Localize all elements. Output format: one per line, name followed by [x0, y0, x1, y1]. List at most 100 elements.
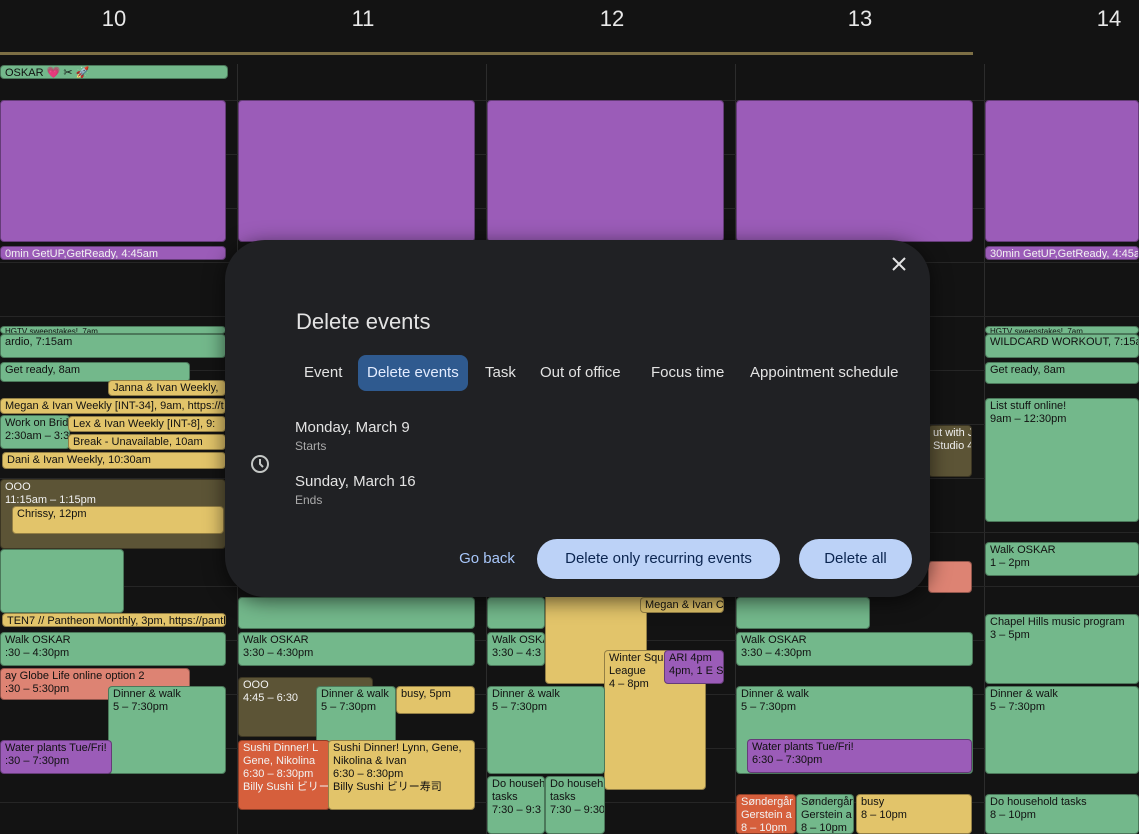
event[interactable]: Walk OSKAR:30 – 4:30pm	[0, 632, 226, 666]
event-detail: 8 – 10pm	[861, 809, 907, 821]
event[interactable]: Walk OSKAR 1 – 2pm	[985, 542, 1139, 576]
tab[interactable]: Event	[304, 364, 343, 381]
event[interactable]: busy, 5pm	[396, 686, 475, 714]
event-detail: 6:30 – 8:30pm	[333, 768, 404, 780]
event-detail: 8 – 10pm	[741, 822, 787, 834]
event-detail: 6:30 – 8:30pm	[243, 768, 314, 780]
event-detail: 1 – 2pm	[990, 557, 1030, 569]
event-title: Sushi Dinner! Lynn, Gene,	[333, 742, 462, 754]
event[interactable]: Dinner & walk 5 – 7:30pm	[487, 686, 605, 774]
event[interactable]: Work on Brida 2:30am – 3:30	[0, 415, 70, 449]
delete-recurring-button[interactable]: Delete only recurring events	[537, 539, 780, 579]
event-detail: tasks	[550, 791, 576, 803]
event[interactable]: Walk OSKAR 3:30 – 4:30pm	[238, 632, 475, 666]
event[interactable]: Dinner & walk 5 – 7:30pm	[108, 686, 226, 774]
event-detail: Billy Sushi ビリー	[243, 781, 330, 793]
event[interactable]: ut with JeStudio 4	[928, 425, 972, 477]
tab[interactable]: Focus time	[651, 364, 725, 381]
event[interactable]: Sushi Dinner! L Gene, Nikolina 6:30 – 8:30…	[238, 740, 330, 810]
event-title: Do househ	[492, 778, 545, 790]
event[interactable]	[0, 100, 226, 242]
event-detail: Nikolina & Ivan	[333, 755, 407, 767]
delete-all-button[interactable]: Delete all	[799, 539, 912, 579]
event-title: HGTV sweepstakes!, 7am	[990, 327, 1083, 334]
event[interactable]: TEN7 // Pantheon Monthly, 3pm, https://p…	[2, 613, 226, 627]
tab[interactable]: Appointment schedule	[750, 364, 899, 381]
tab[interactable]: Task	[485, 364, 516, 381]
header-bar	[0, 52, 973, 55]
event-title: Walk OSKA	[492, 634, 545, 646]
event[interactable]	[928, 561, 972, 593]
event-title: Megan & Ivan C	[645, 599, 724, 611]
event-title: Walk OSKAR	[990, 544, 1056, 556]
event-title: Water plants Tue/Fri!	[752, 741, 854, 753]
event[interactable]	[238, 100, 475, 242]
event[interactable]: WILDCARD WORKOUT, 7:15am	[985, 334, 1139, 358]
event-detail: 3:30 – 4:30pm	[741, 647, 812, 659]
event[interactable]: OSKAR 💗 ✂ 🚀	[0, 65, 228, 79]
event[interactable]	[487, 100, 724, 242]
event[interactable]: Do househ tasks 7:30 – 9:3	[487, 776, 545, 834]
event[interactable]: Walk OSKA 3:30 – 4:3	[487, 632, 545, 666]
event-title: Dinner & walk	[321, 688, 389, 700]
event-title: OSKAR 💗 ✂ 🚀	[5, 67, 90, 79]
event[interactable]	[736, 100, 973, 242]
event[interactable]: ardio, 7:15am	[0, 334, 226, 358]
event[interactable]: List stuff online! 9am – 12:30pm	[985, 398, 1139, 522]
close-icon[interactable]	[892, 257, 906, 271]
event[interactable]: 0min GetUP,GetReady, 4:45am	[0, 246, 226, 260]
event[interactable]: Megan & Ivan C	[640, 597, 724, 613]
event[interactable]: Janna & Ivan Weekly,	[108, 380, 226, 396]
event-detail: 5 – 7:30pm	[321, 701, 377, 713]
event[interactable]: ARI 4pm 4pm, 1 E Su	[664, 650, 724, 684]
event[interactable]: Walk OSKAR 3:30 – 4:30pm	[736, 632, 973, 666]
event[interactable]: Sushi Dinner! Lynn, Gene, Nikolina & Ivan…	[328, 740, 475, 810]
event-title: TEN7 // Pantheon Monthly, 3pm, https://p…	[7, 615, 226, 627]
event[interactable]	[985, 100, 1139, 242]
event[interactable]: Water plants Tue/Fri! 6:30 – 7:30pm	[747, 739, 972, 773]
event[interactable]: Megan & Ivan Weekly [INT-34], 9am, https…	[0, 398, 226, 414]
event[interactable]	[0, 549, 124, 613]
start-label: Starts	[295, 439, 327, 453]
event[interactable]	[238, 597, 475, 629]
event[interactable]: Get ready, 8am	[0, 362, 190, 382]
event[interactable]: Dani & Ivan Weekly, 10:30am	[2, 452, 226, 469]
column-line	[984, 64, 985, 834]
event[interactable]: Chrissy, 12pm	[12, 506, 224, 534]
event[interactable]: Do household tasks 8 – 10pm	[985, 794, 1139, 834]
event-detail: :30 – 5:30pm	[5, 683, 70, 695]
event-detail: Billy Sushi ビリー寿司	[333, 781, 442, 793]
event[interactable]: Lex & Ivan Weekly [INT-8], 9:	[68, 416, 226, 432]
event[interactable]: Dinner & walk 5 – 7:30pm	[985, 686, 1139, 774]
event-title: Søndergår	[801, 796, 853, 808]
event[interactable]: HGTV sweepstakes!, 7am	[985, 326, 1139, 334]
end-date[interactable]: Sunday, March 16	[295, 473, 416, 490]
event[interactable]: Water plants Tue/Fri!:30 – 7:30pm	[0, 740, 112, 774]
event-title: Dinner & walk	[741, 688, 809, 700]
go-back-button[interactable]: Go back	[459, 550, 515, 567]
event[interactable]: Chapel Hills music program 3 – 5pm	[985, 614, 1139, 684]
event-title: 0min GetUP,GetReady, 4:45am	[5, 248, 159, 260]
event-detail: 7:30 – 9:30pm	[550, 804, 605, 816]
start-date[interactable]: Monday, March 9	[295, 419, 410, 436]
event-title: Søndergår	[741, 796, 793, 808]
event[interactable]: 30min GetUP,GetReady, 4:45am	[985, 246, 1139, 260]
event-title: HGTV sweepstakes!, 7am	[5, 327, 98, 334]
event[interactable]: HGTV sweepstakes!, 7am	[0, 326, 226, 334]
tab-selected[interactable]: Delete events	[358, 355, 468, 391]
event-detail: 7:30 – 9:3	[492, 804, 541, 816]
event-title: 30min GetUP,GetReady, 4:45am	[990, 248, 1139, 260]
event[interactable]: busy 8 – 10pm	[856, 794, 972, 834]
event[interactable]: Get ready, 8am	[985, 362, 1139, 384]
event-title: Walk OSKAR	[741, 634, 807, 646]
day-number: 14	[1096, 6, 1122, 31]
event[interactable]: Break - Unavailable, 10am	[68, 434, 226, 450]
event[interactable]	[487, 597, 545, 629]
tab[interactable]: Out of office	[540, 364, 621, 381]
event-detail: :30 – 4:30pm	[5, 647, 70, 659]
event-title: ARI 4pm	[669, 652, 712, 664]
event[interactable]	[736, 597, 870, 629]
